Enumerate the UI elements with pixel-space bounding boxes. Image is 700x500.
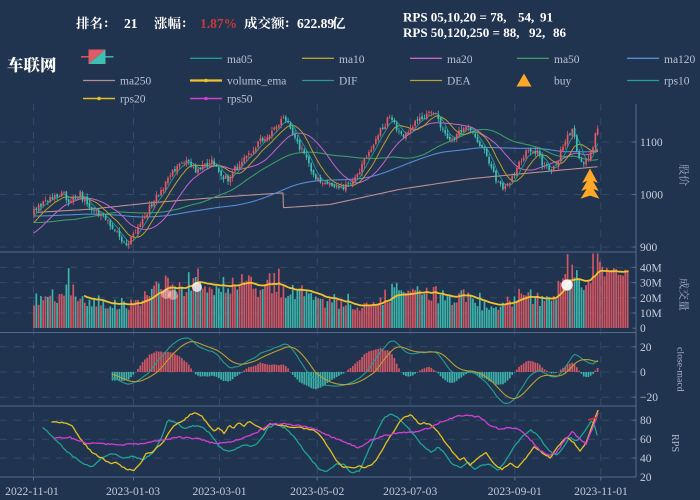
svg-text:ma250: ma250 bbox=[120, 76, 152, 88]
svg-text::: : bbox=[104, 15, 109, 30]
svg-text:40M: 40M bbox=[640, 262, 662, 274]
svg-text:20: 20 bbox=[640, 342, 652, 354]
svg-text:92,: 92, bbox=[529, 25, 545, 40]
svg-text:DEA: DEA bbox=[447, 76, 471, 88]
svg-text:54,: 54, bbox=[518, 10, 534, 25]
svg-text:0: 0 bbox=[640, 367, 646, 379]
svg-text:ma05: ma05 bbox=[227, 54, 253, 66]
svg-text:ma50: ma50 bbox=[554, 54, 580, 66]
svg-text:close-macd: close-macd bbox=[675, 347, 686, 392]
svg-text:1000: 1000 bbox=[640, 190, 663, 202]
svg-text:2023-07-03: 2023-07-03 bbox=[383, 485, 437, 498]
svg-text::: : bbox=[182, 15, 187, 30]
svg-text:2023-05-02: 2023-05-02 bbox=[290, 485, 344, 498]
svg-text:40: 40 bbox=[640, 453, 652, 465]
svg-text:2023-09-01: 2023-09-01 bbox=[488, 485, 542, 498]
svg-text:ma20: ma20 bbox=[447, 54, 473, 66]
svg-text:1100: 1100 bbox=[640, 137, 663, 149]
svg-text:900: 900 bbox=[640, 242, 658, 254]
svg-text:DIF: DIF bbox=[339, 76, 358, 88]
svg-text:2023-01-03: 2023-01-03 bbox=[106, 485, 160, 498]
svg-text:21: 21 bbox=[124, 16, 138, 31]
svg-text:20M: 20M bbox=[640, 293, 662, 305]
svg-text:RPS: RPS bbox=[669, 434, 680, 452]
svg-text:0: 0 bbox=[640, 323, 646, 335]
svg-text:volume_ema: volume_ema bbox=[227, 76, 286, 88]
svg-text:ma120: ma120 bbox=[664, 54, 696, 66]
svg-text:2023-03-01: 2023-03-01 bbox=[192, 485, 246, 498]
svg-text:91: 91 bbox=[540, 10, 553, 25]
svg-text:1.87%: 1.87% bbox=[200, 16, 237, 31]
svg-text:10M: 10M bbox=[640, 308, 662, 320]
svg-text:30M: 30M bbox=[640, 278, 662, 290]
svg-text:20: 20 bbox=[640, 472, 652, 484]
svg-text:−20: −20 bbox=[640, 392, 658, 404]
svg-text:622.89: 622.89 bbox=[297, 16, 334, 31]
svg-text:buy: buy bbox=[554, 76, 572, 88]
svg-text:rps50: rps50 bbox=[227, 94, 253, 106]
svg-text:ma10: ma10 bbox=[339, 54, 365, 66]
svg-text:RPS 05,10,20 = 78,: RPS 05,10,20 = 78, bbox=[403, 10, 506, 25]
svg-text:86: 86 bbox=[553, 25, 567, 40]
svg-text:2022-11-01: 2022-11-01 bbox=[5, 485, 59, 498]
svg-text:rps10: rps10 bbox=[664, 76, 690, 88]
svg-text:RPS 50,120,250 = 88,: RPS 50,120,250 = 88, bbox=[403, 25, 519, 40]
svg-text:rps20: rps20 bbox=[120, 94, 146, 106]
svg-text::: : bbox=[285, 15, 290, 30]
svg-text:2023-11-01: 2023-11-01 bbox=[574, 485, 628, 498]
svg-text:80: 80 bbox=[640, 415, 652, 427]
svg-text:60: 60 bbox=[640, 434, 652, 446]
